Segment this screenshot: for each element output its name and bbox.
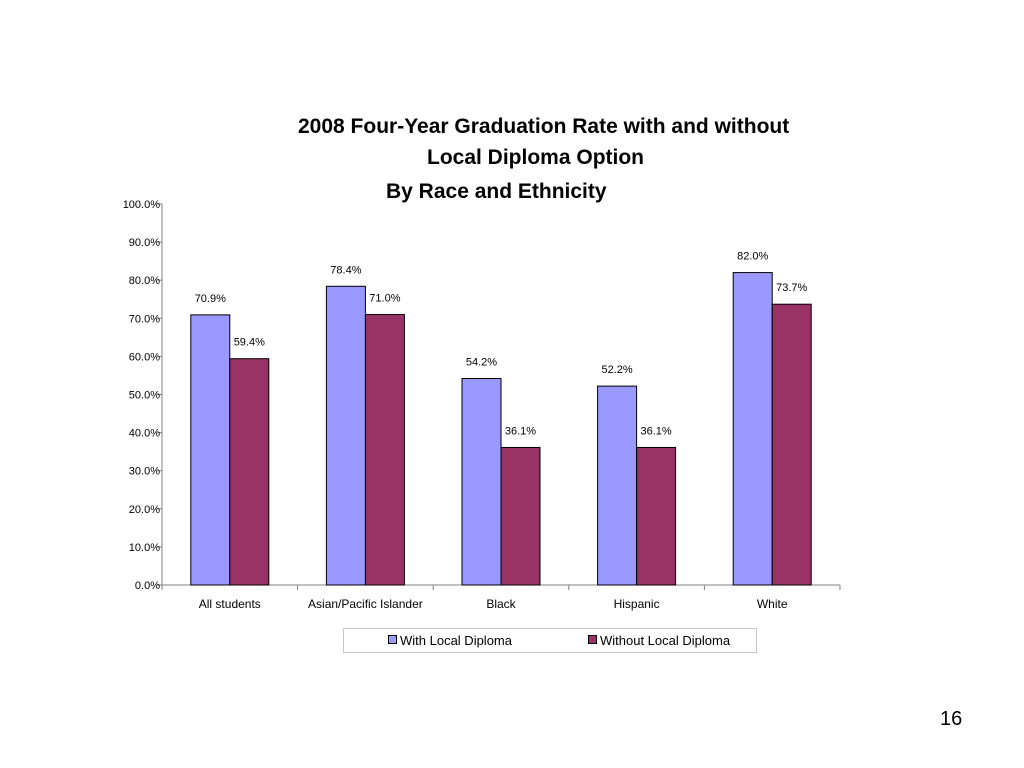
y-tick-label: 90.0% bbox=[129, 237, 160, 249]
data-label: 36.1% bbox=[640, 425, 671, 437]
y-tick-label: 50.0% bbox=[129, 390, 160, 402]
bar bbox=[364, 313, 405, 586]
y-tick-label: 0.0% bbox=[135, 580, 160, 592]
bar bbox=[461, 377, 502, 586]
x-category-label: Asian/Pacific Islander bbox=[308, 597, 423, 611]
y-tick-label: 40.0% bbox=[129, 428, 160, 440]
bar bbox=[190, 314, 231, 586]
legend-label-without: Without Local Diploma bbox=[600, 633, 731, 648]
data-label: 70.9% bbox=[195, 293, 226, 305]
legend-item-with: With Local Diploma bbox=[388, 634, 512, 648]
legend-label-with: With Local Diploma bbox=[400, 633, 512, 648]
data-label: 52.2% bbox=[601, 364, 632, 376]
bar bbox=[500, 446, 541, 586]
legend-swatch-without bbox=[588, 635, 597, 644]
y-tick-label: 70.0% bbox=[129, 313, 160, 325]
data-label: 36.1% bbox=[505, 425, 536, 437]
data-label: 59.4% bbox=[234, 337, 265, 349]
y-tick-label: 100.0% bbox=[123, 199, 161, 211]
chart-subtitle: By Race and Ethnicity bbox=[386, 180, 607, 203]
x-category-label: All students bbox=[199, 597, 261, 611]
y-tick-label: 60.0% bbox=[129, 351, 160, 363]
legend-swatch-with bbox=[388, 635, 397, 644]
chart-legend: With Local Diploma Without Local Diploma bbox=[343, 628, 757, 653]
y-tick-label: 80.0% bbox=[129, 275, 160, 287]
chart-title-line-1: 2008 Four-Year Graduation Rate with and … bbox=[298, 115, 790, 138]
data-label: 73.7% bbox=[776, 282, 807, 294]
x-category-label: White bbox=[757, 597, 788, 611]
chart-title-line-2: Local Diploma Option bbox=[427, 146, 645, 169]
bar bbox=[771, 303, 812, 586]
bar bbox=[597, 385, 638, 586]
bar bbox=[229, 358, 270, 586]
x-category-label: Black bbox=[486, 597, 516, 611]
y-tick-label: 10.0% bbox=[129, 542, 160, 554]
page-number: 16 bbox=[940, 708, 963, 730]
bar bbox=[325, 285, 366, 586]
data-label: 54.2% bbox=[466, 356, 497, 368]
y-tick-label: 30.0% bbox=[129, 466, 160, 478]
bar bbox=[732, 272, 773, 586]
y-tick-label: 20.0% bbox=[129, 504, 160, 516]
data-label: 78.4% bbox=[330, 264, 361, 276]
x-category-label: Hispanic bbox=[614, 597, 660, 611]
legend-item-without: Without Local Diploma bbox=[588, 634, 730, 648]
data-label: 71.0% bbox=[369, 292, 400, 304]
data-label: 82.0% bbox=[737, 251, 768, 263]
bar bbox=[636, 446, 677, 586]
